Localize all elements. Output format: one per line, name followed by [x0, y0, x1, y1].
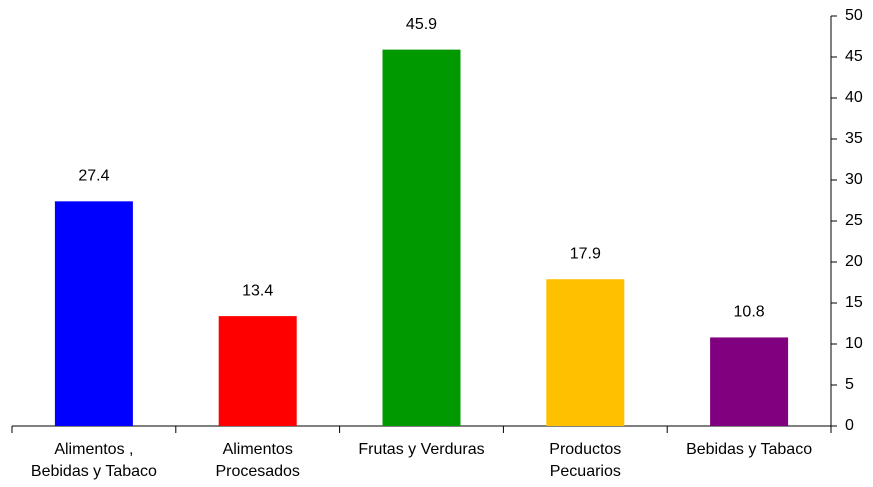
x-tick-label: Alimentos: [223, 441, 293, 458]
bar: [54, 201, 133, 426]
data-label: 45.9: [406, 16, 437, 33]
data-label: 13.4: [242, 282, 273, 299]
y-tick-label: 15: [845, 294, 863, 311]
y-tick-label: 10: [845, 335, 863, 352]
x-tick-label: Pecuarios: [550, 463, 621, 480]
x-tick-label: Bebidas y Tabaco: [31, 463, 157, 480]
y-tick-label: 5: [845, 376, 854, 393]
bar: [218, 316, 297, 426]
bar: [382, 49, 461, 427]
data-label: 17.9: [570, 245, 601, 262]
x-tick-label: Productos: [549, 441, 621, 458]
y-tick-label: 0: [845, 417, 854, 434]
bar: [710, 337, 789, 426]
y-tick-label: 45: [845, 48, 863, 65]
x-tick-label: Alimentos ,: [54, 441, 133, 458]
data-label: 27.4: [78, 168, 109, 185]
y-tick-label: 35: [845, 130, 863, 147]
y-tick-label: 20: [845, 253, 863, 270]
x-tick-label: Frutas y Verduras: [358, 441, 484, 458]
x-tick-label: Procesados: [215, 463, 300, 480]
x-tick-label: Bebidas y Tabaco: [686, 441, 812, 458]
y-tick-label: 25: [845, 212, 863, 229]
y-tick-label: 40: [845, 89, 863, 106]
bar: [546, 279, 625, 426]
y-tick-label: 50: [845, 7, 863, 24]
y-tick-label: 30: [845, 171, 863, 188]
data-label: 10.8: [734, 304, 765, 321]
